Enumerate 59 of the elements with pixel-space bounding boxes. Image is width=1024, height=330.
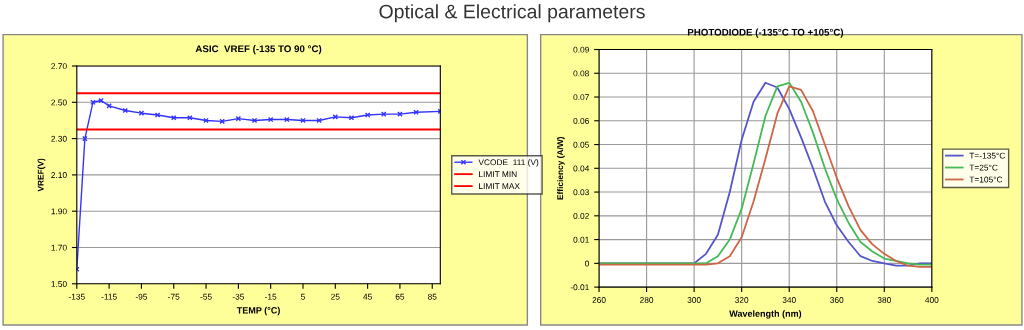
chart-title: ASIC VREF (-135 TO 90 °C) [195,45,322,55]
y-tick-label: 0.02 [573,213,589,219]
x-tick-label: -115 [101,293,117,300]
y-tick-label: 0.05 [573,141,589,148]
y-tick-label: 1.70 [51,244,67,251]
y-tick-label: 1.90 [51,208,67,215]
y-axis-title: VREF(V) [37,158,46,192]
legend-label: T=105°C [969,176,1003,183]
x-tick-label: -135 [68,293,85,300]
legend-label: LIMIT MIN [479,171,517,178]
y-tick-label: 2.50 [51,99,67,106]
x-tick-label: -55 [200,293,212,300]
x-tick-label: 45 [363,293,372,300]
y-tick-label: 0 [585,260,589,267]
y-tick-label: 0.07 [573,94,589,101]
x-tick-label: 380 [877,297,891,303]
x-tick-label: 260 [592,297,606,303]
y-tick-label: 2.10 [51,172,67,178]
x-axis-title: Wavelength (nm) [729,310,802,319]
point [170,114,177,121]
x-tick-label: 320 [735,297,749,303]
x-tick-label: -15 [265,293,277,300]
y-tick-label: 0.08 [573,70,589,77]
point [397,111,403,117]
point [251,117,258,124]
y-tick-label: 0.03 [573,189,589,196]
x-tick-label: 340 [782,297,796,303]
x-tick-label: 65 [395,293,405,300]
y-tick-label: 0.01 [573,236,589,243]
x-tick-label: 280 [640,297,654,303]
point [267,116,274,123]
legend-label: VCODE 111 (V) [478,159,539,167]
y-tick-label: 2.70 [51,63,67,70]
x-tick-label: 400 [925,297,939,303]
y-tick-label: -0.01 [570,284,589,291]
y-tick-label: 0.09 [573,46,589,53]
x-tick-label: 360 [830,297,844,303]
x-axis-title: TEMP (°C) [236,306,280,316]
y-axis-title: Efficiency (A/W) [557,137,565,200]
legend-label: T=-135°C [969,152,1005,159]
x-tick-label: 5 [301,293,305,300]
chart-title: PHOTODIODE (-135°C TO +105°C) [687,28,844,38]
x-tick-label: 25 [331,293,340,300]
point [106,103,112,109]
x-tick-label: -35 [232,293,245,300]
point [380,111,387,117]
x-tick-label: -75 [168,293,180,300]
x-tick-label: 300 [687,297,701,303]
y-tick-label: 2.30 [51,135,67,142]
legend-label: T=25°C [969,164,998,171]
legend-label: LIMIT MAX [479,183,520,189]
y-tick-label: 1.50 [51,281,67,287]
y-tick-label: 0.06 [573,117,589,124]
point [332,114,339,120]
text: Optical & Electrical parameters [379,4,645,23]
x-tick-label: -95 [135,293,148,300]
x-tick-label: 85 [427,293,437,300]
point [219,118,225,125]
y-tick-label: 0.04 [573,165,590,172]
